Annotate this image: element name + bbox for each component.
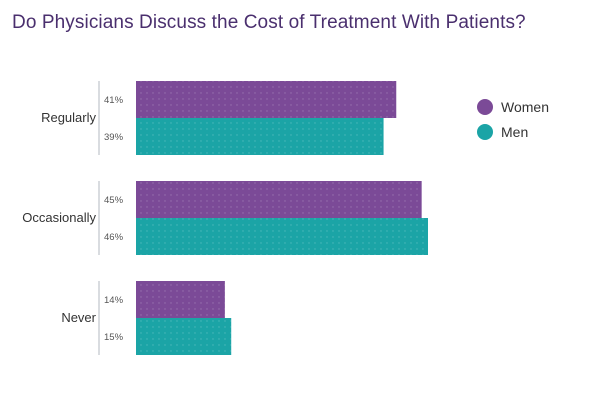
value-label-men-never: 15% xyxy=(104,332,124,343)
chart-title: Do Physicians Discuss the Cost of Treatm… xyxy=(12,12,526,33)
bar-texture-men-occasionally xyxy=(136,218,428,255)
category-label-occasionally: Occasionally xyxy=(22,210,96,225)
legend-label-men: Men xyxy=(501,124,528,140)
bar-texture-women-regularly xyxy=(136,81,397,118)
category-label-regularly: Regularly xyxy=(41,110,96,125)
value-label-women-regularly: 41% xyxy=(104,95,124,106)
bar-texture-men-never xyxy=(136,318,232,355)
legend-swatch-men xyxy=(477,124,493,140)
value-label-women-never: 14% xyxy=(104,295,124,306)
value-label-men-occasionally: 46% xyxy=(104,232,124,243)
category-label-never: Never xyxy=(61,310,96,325)
legend-swatch-women xyxy=(477,99,493,115)
bar-texture-men-regularly xyxy=(136,118,384,155)
bar-texture-women-never xyxy=(136,281,225,318)
value-label-women-occasionally: 45% xyxy=(104,195,124,206)
bar-texture-women-occasionally xyxy=(136,181,422,218)
value-label-men-regularly: 39% xyxy=(104,132,124,143)
legend-label-women: Women xyxy=(501,99,549,115)
